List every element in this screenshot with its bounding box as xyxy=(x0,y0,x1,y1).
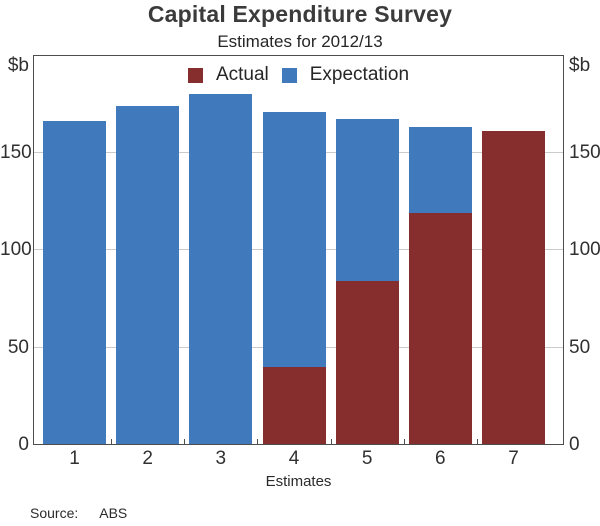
expectation-legend-swatch xyxy=(281,67,297,83)
y-tick-label-right-100: 100 xyxy=(569,239,600,260)
y-tick-label-left-0: 0 xyxy=(18,434,29,455)
x-axis-tick xyxy=(403,439,405,445)
x-tick-label-5: 5 xyxy=(361,448,373,469)
y-tick-label-right-0: 0 xyxy=(569,434,580,455)
chart-legend: Actual Expectation xyxy=(33,64,564,86)
expectation-bar-3 xyxy=(189,94,253,445)
y-tick-label-right-150: 150 xyxy=(569,141,600,163)
y-tick-label-right-50: 50 xyxy=(569,336,591,358)
expectation-legend-label: Expectation xyxy=(309,64,410,85)
source-label: Source: xyxy=(30,505,79,521)
x-tick-label-3: 3 xyxy=(215,448,227,469)
x-axis-title: Estimates xyxy=(265,473,332,490)
x-tick-label-4: 4 xyxy=(288,448,300,469)
x-tick-label-6: 6 xyxy=(435,448,446,469)
actual-legend-swatch xyxy=(187,67,203,83)
x-axis-tick xyxy=(476,439,478,445)
source-value: ABS xyxy=(99,505,128,521)
x-tick-label-1: 1 xyxy=(69,448,80,469)
right-axis-unit: $b xyxy=(569,55,591,76)
expectation-bar-2 xyxy=(116,105,180,445)
source-note: Source: ABS xyxy=(30,505,127,521)
x-tick-label-7: 7 xyxy=(508,448,519,469)
actual-bar-6 xyxy=(408,212,472,445)
y-tick-label-left-50: 50 xyxy=(7,336,29,358)
x-axis-tick xyxy=(257,439,259,445)
actual-legend-label: Actual xyxy=(215,64,269,85)
x-axis-tick xyxy=(184,439,186,445)
left-axis-unit: $b xyxy=(7,55,29,76)
y-tick-label-left-150: 150 xyxy=(0,141,32,163)
x-axis-tick xyxy=(330,439,332,445)
chart-title: Capital Expenditure Survey xyxy=(147,1,453,27)
actual-bar-7 xyxy=(482,131,546,445)
x-axis-tick xyxy=(111,439,113,445)
actual-bar-5 xyxy=(335,281,399,445)
x-tick-label-2: 2 xyxy=(142,448,153,469)
expectation-bar-1 xyxy=(43,121,106,445)
actual-bar-4 xyxy=(262,367,326,445)
plot-area: Actual Expectation xyxy=(33,55,564,445)
y-tick-label-left-100: 100 xyxy=(0,239,32,260)
chart-subtitle: Estimates for 2012/13 xyxy=(217,32,383,51)
